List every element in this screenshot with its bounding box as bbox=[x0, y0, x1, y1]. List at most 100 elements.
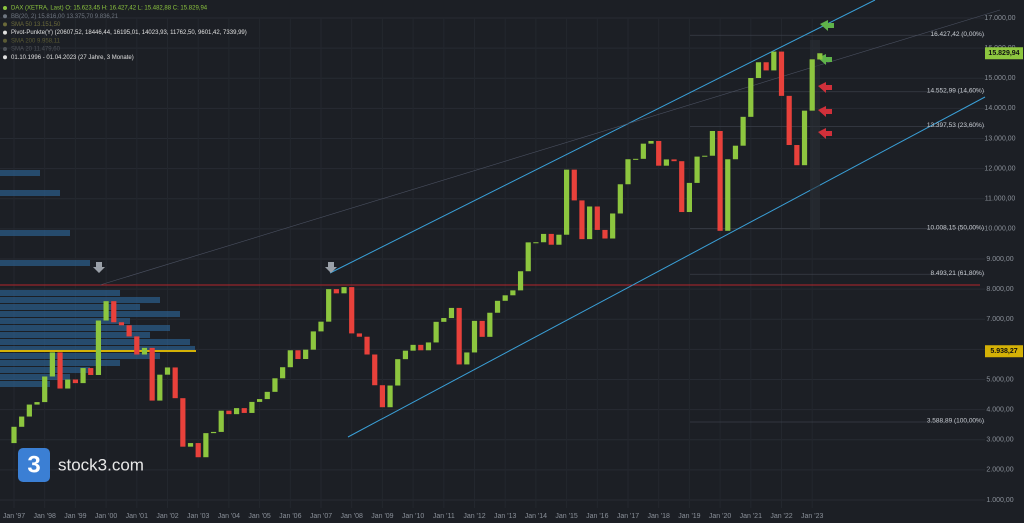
candle-body bbox=[80, 368, 86, 384]
price-tag bbox=[985, 345, 1023, 358]
legend-dot bbox=[3, 14, 7, 19]
candle-body bbox=[663, 159, 669, 166]
candle-body bbox=[157, 374, 163, 401]
candle-body bbox=[487, 312, 493, 337]
candle-body bbox=[203, 433, 209, 458]
y-tick-label: 8.000,00 bbox=[986, 286, 1013, 293]
candle-body bbox=[402, 350, 409, 360]
candle-body bbox=[11, 426, 17, 444]
x-tick-label: Jan '06 bbox=[279, 513, 301, 520]
candle-body bbox=[226, 410, 232, 415]
legend-dot bbox=[3, 22, 7, 27]
y-tick-label: 9.000,00 bbox=[986, 256, 1013, 263]
candle-body bbox=[333, 289, 339, 294]
candle-body bbox=[287, 350, 293, 368]
candle-body bbox=[441, 318, 447, 322]
x-tick-label: Jan '09 bbox=[371, 513, 393, 520]
candle-body bbox=[571, 169, 577, 201]
candle-body bbox=[88, 368, 94, 375]
candle-body bbox=[341, 287, 347, 294]
arrow-down bbox=[325, 262, 337, 273]
x-tick-label: Jan '21 bbox=[740, 513, 762, 520]
candle-body bbox=[410, 344, 416, 351]
x-tick-label: Jan '07 bbox=[310, 513, 332, 520]
candle-body bbox=[517, 271, 524, 291]
candle-body bbox=[771, 51, 777, 71]
candle-body bbox=[318, 321, 324, 332]
x-tick-label: Jan '05 bbox=[248, 513, 270, 520]
legend-dot bbox=[3, 38, 7, 43]
x-tick-label: Jan '14 bbox=[525, 513, 547, 520]
channel-lower bbox=[347, 96, 986, 438]
x-tick-label: Jan '99 bbox=[64, 513, 86, 520]
x-tick-label: Jan '17 bbox=[617, 513, 639, 520]
candle-body bbox=[740, 116, 746, 146]
y-tick-label: 14.000,00 bbox=[984, 105, 1015, 112]
candle-body bbox=[533, 242, 539, 244]
header-line: 01.10.1996 - 01.04.2023 (27 Jahre, 3 Mon… bbox=[11, 55, 134, 61]
candle-body bbox=[57, 352, 63, 389]
candle-body bbox=[464, 352, 470, 365]
candle-body bbox=[379, 385, 385, 408]
candle-body bbox=[602, 229, 608, 239]
fib-label: 16.427,42 (0,00%) bbox=[931, 31, 984, 38]
x-tick-label: Jan '00 bbox=[95, 513, 117, 520]
header-line: SMA 50 13.151,50 bbox=[11, 22, 61, 28]
candle-body bbox=[748, 78, 754, 117]
candle-body bbox=[395, 359, 401, 386]
candle-body bbox=[95, 320, 102, 375]
y-tick-label: 7.000,00 bbox=[986, 316, 1013, 323]
candle-body bbox=[272, 378, 278, 392]
candle-body bbox=[671, 159, 677, 162]
candle-body bbox=[19, 416, 25, 427]
y-tick-label: 1.000,00 bbox=[986, 497, 1013, 504]
header-line: SMA 200 9.958,11 bbox=[11, 38, 61, 44]
logo-icon-bg bbox=[18, 448, 50, 482]
fib-label: 10.008,15 (50,00%) bbox=[927, 224, 984, 231]
candle-body bbox=[149, 347, 155, 401]
candle-body bbox=[218, 410, 224, 432]
arrow-down-red bbox=[818, 106, 832, 117]
candle-body bbox=[633, 158, 639, 160]
candle-body bbox=[556, 234, 562, 245]
candle-body bbox=[709, 130, 716, 156]
candle-body bbox=[786, 95, 792, 146]
candle-body bbox=[686, 182, 692, 213]
arrow-down-red bbox=[818, 128, 832, 139]
candle-body bbox=[540, 233, 547, 243]
candle-body bbox=[656, 140, 662, 166]
header-line: Pivot-Punkte(Y) (20607,52, 18446,44, 161… bbox=[11, 30, 247, 36]
header-line: SMA 20 11.479,60 bbox=[11, 47, 61, 53]
candle-body bbox=[725, 159, 731, 231]
x-tick-label: Jan '19 bbox=[678, 513, 700, 520]
legend-dot bbox=[3, 30, 7, 35]
candle-body bbox=[187, 443, 194, 447]
logo-icon: 3 bbox=[27, 451, 40, 478]
x-tick-label: Jan '98 bbox=[34, 513, 56, 520]
candle-body bbox=[295, 350, 301, 360]
candle-body bbox=[372, 354, 378, 386]
x-tick-label: Jan '11 bbox=[433, 513, 455, 520]
candle-body bbox=[479, 320, 485, 337]
candle-body bbox=[303, 349, 309, 360]
candle-body bbox=[26, 404, 32, 417]
candle-body bbox=[118, 322, 125, 326]
candle-body bbox=[111, 301, 117, 323]
y-tick-label: 3.000,00 bbox=[986, 437, 1013, 444]
x-tick-label: Jan '23 bbox=[801, 513, 823, 520]
x-tick-label: Jan '08 bbox=[341, 513, 363, 520]
arrow-down-red bbox=[818, 82, 832, 93]
candle-body bbox=[418, 344, 424, 351]
candle-body bbox=[809, 59, 815, 111]
candle-body bbox=[433, 321, 439, 343]
candle-body bbox=[763, 62, 769, 71]
fib-label: 13.397,53 (23,60%) bbox=[927, 122, 984, 129]
candle-body bbox=[387, 385, 393, 408]
x-tick-label: Jan '02 bbox=[156, 513, 178, 520]
candle-body bbox=[548, 233, 554, 245]
x-tick-label: Jan '97 bbox=[3, 513, 25, 520]
candle-body bbox=[264, 391, 270, 400]
legend-dot bbox=[3, 55, 7, 60]
candle-body bbox=[494, 300, 501, 313]
